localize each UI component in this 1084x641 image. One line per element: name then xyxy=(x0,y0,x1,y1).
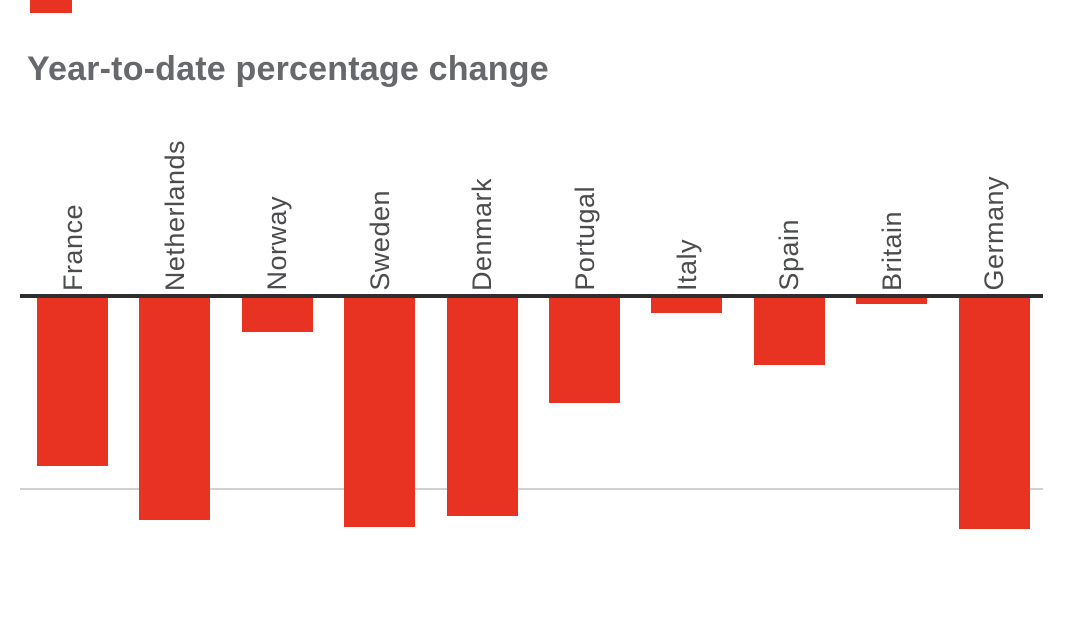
bar-sweden xyxy=(344,298,416,527)
gridline xyxy=(20,488,1043,490)
axis-label-germany: Germany xyxy=(979,176,1010,291)
axis-label-spain: Spain xyxy=(774,219,805,291)
bar-france xyxy=(37,298,108,466)
axis-label-netherlands: Netherlands xyxy=(159,139,190,291)
zero-axis-line xyxy=(20,294,1043,298)
brand-red-tab-icon xyxy=(30,0,72,13)
chart-title: Year-to-date percentage change xyxy=(27,50,549,88)
bar-britain xyxy=(856,298,928,304)
bar-norway xyxy=(241,298,313,332)
axis-label-italy: Italy xyxy=(671,238,702,291)
bar-denmark xyxy=(446,298,518,516)
axis-label-portugal: Portugal xyxy=(569,186,600,291)
bar-spain xyxy=(753,298,825,365)
axis-label-sweden: Sweden xyxy=(364,190,395,291)
bar-germany xyxy=(958,298,1030,529)
axis-label-france: France xyxy=(57,203,88,291)
axis-label-denmark: Denmark xyxy=(467,177,498,291)
bar-portugal xyxy=(549,298,620,403)
bar-italy xyxy=(651,298,723,313)
axis-label-norway: Norway xyxy=(262,196,293,291)
axis-label-britain: Britain xyxy=(876,210,907,291)
bar-netherlands xyxy=(139,298,211,520)
